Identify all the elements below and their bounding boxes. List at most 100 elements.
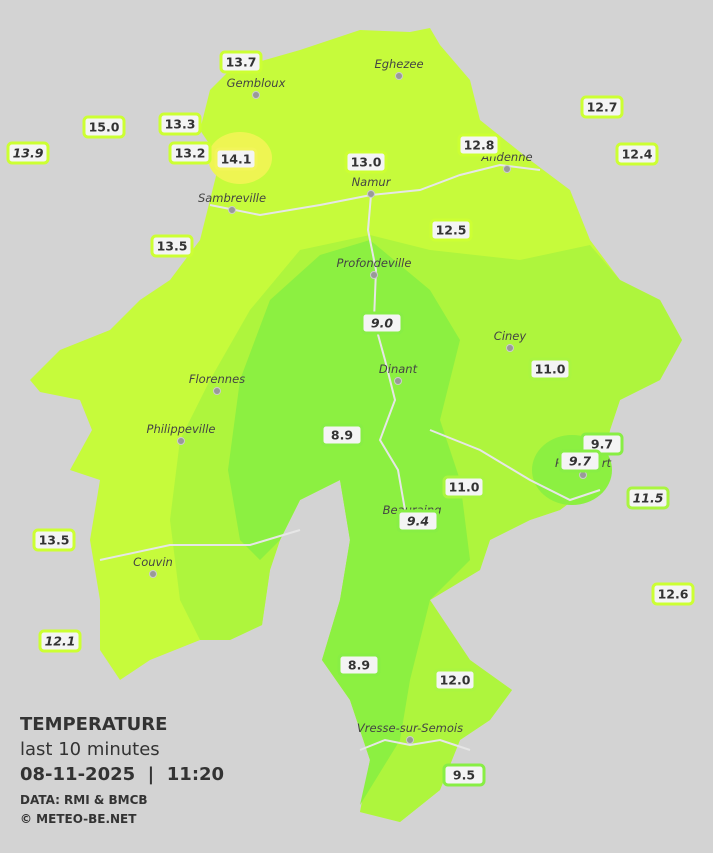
station: 12.8 — [457, 133, 501, 157]
station: 13.3 — [158, 112, 202, 136]
station-value: 13.5 — [39, 533, 70, 548]
city-label: Ciney — [494, 329, 527, 343]
station-value: 13.2 — [175, 146, 206, 161]
station: 9.5 — [442, 763, 486, 787]
station-box — [337, 653, 381, 677]
station-value: 12.0 — [440, 673, 471, 688]
city-dot — [406, 736, 414, 744]
station-box — [442, 475, 486, 499]
station-box — [320, 423, 364, 447]
station-box — [615, 142, 659, 166]
river — [359, 738, 471, 751]
station: 12.4 — [615, 142, 659, 166]
station-value: 13.0 — [351, 155, 382, 170]
station-box — [580, 432, 624, 456]
station: 13.5 — [32, 528, 76, 552]
station: 8.9 — [320, 423, 364, 447]
river — [366, 194, 406, 511]
station-box — [396, 509, 440, 533]
station-value: 11.0 — [449, 480, 480, 495]
legend-credit: © METEO-BE.NET — [20, 812, 137, 826]
station-value: 13.3 — [165, 117, 196, 132]
city-label: Florennes — [189, 372, 245, 386]
station: 13.7 — [219, 50, 263, 74]
city-label: Dinant — [379, 362, 418, 376]
station: 12.0 — [433, 668, 477, 692]
station-box — [214, 147, 258, 171]
city-dot — [370, 271, 378, 279]
river — [209, 163, 541, 217]
city-label: Gembloux — [227, 76, 286, 90]
station-box — [150, 234, 194, 258]
station-box — [38, 629, 82, 653]
station-value: 11.5 — [633, 491, 664, 506]
city-dot — [579, 471, 587, 479]
station-box — [442, 763, 486, 787]
city-dot — [149, 570, 157, 578]
station-box — [219, 50, 263, 74]
station: 14.1 — [214, 147, 258, 171]
legend-timestamp: 08-11-2025 | 11:20 — [20, 764, 224, 785]
legend-title: TEMPERATURE — [20, 714, 167, 735]
city-dot — [252, 91, 260, 99]
legend-subtitle: last 10 minutes — [20, 739, 160, 760]
station-box — [168, 141, 212, 165]
station: 9.0 — [360, 311, 404, 335]
station-box — [457, 133, 501, 157]
city-dot — [503, 165, 511, 173]
city-label: Vresse-sur-Semois — [357, 721, 463, 735]
station-box — [32, 528, 76, 552]
station: 12.5 — [429, 218, 473, 242]
station: 11.5 — [626, 486, 670, 510]
station: 9.7 — [558, 449, 602, 473]
station-box — [6, 141, 50, 165]
station-box — [626, 486, 670, 510]
station: 11.0 — [528, 357, 572, 381]
river — [99, 529, 301, 561]
city-dot — [394, 377, 402, 385]
station-value: 13.9 — [13, 146, 44, 161]
city-dot — [367, 190, 375, 198]
station: 13.5 — [150, 234, 194, 258]
station-value: 14.1 — [221, 152, 252, 167]
station-value: 15.0 — [89, 120, 120, 135]
station-value: 9.0 — [371, 316, 393, 331]
station: 13.0 — [344, 150, 388, 174]
station: 12.1 — [38, 629, 82, 653]
station-value: 9.7 — [591, 437, 613, 452]
station-value: 12.5 — [436, 223, 467, 238]
city-dot — [506, 344, 514, 352]
city-dot — [395, 72, 403, 80]
station: 9.4 — [396, 509, 440, 533]
city-label: Profondeville — [337, 256, 412, 270]
station: 9.7 — [580, 432, 624, 456]
river — [429, 429, 601, 502]
city-label: Sambreville — [198, 191, 266, 205]
station-value: 12.7 — [587, 100, 618, 115]
station-value: 11.0 — [535, 362, 566, 377]
station-box — [433, 668, 477, 692]
station-box — [429, 218, 473, 242]
zone-cool — [228, 240, 470, 805]
station-value: 12.1 — [45, 634, 76, 649]
station-layer: 13.7 15.0 13.3 13.9 13.2 14.1 13.0 12.8 12.7 12.4… — [6, 50, 695, 787]
station: 11.0 — [442, 475, 486, 499]
station-box — [580, 95, 624, 119]
station-value: 8.9 — [331, 428, 353, 443]
station-box — [344, 150, 388, 174]
station-value: 12.4 — [622, 147, 653, 162]
city-label: Philippeville — [147, 422, 216, 436]
legend-source: DATA: RMI & BMCB — [20, 793, 148, 807]
station-box — [360, 311, 404, 335]
station-box — [528, 357, 572, 381]
station-value: 12.8 — [464, 138, 495, 153]
city-label: Namur — [352, 175, 392, 189]
station: 13.9 — [6, 141, 50, 165]
station: 15.0 — [82, 115, 126, 139]
city-label: Eghezee — [374, 57, 423, 71]
station: 12.6 — [651, 582, 695, 606]
city-dot — [177, 437, 185, 445]
city-dot — [228, 206, 236, 214]
station-value: 9.7 — [569, 454, 591, 469]
